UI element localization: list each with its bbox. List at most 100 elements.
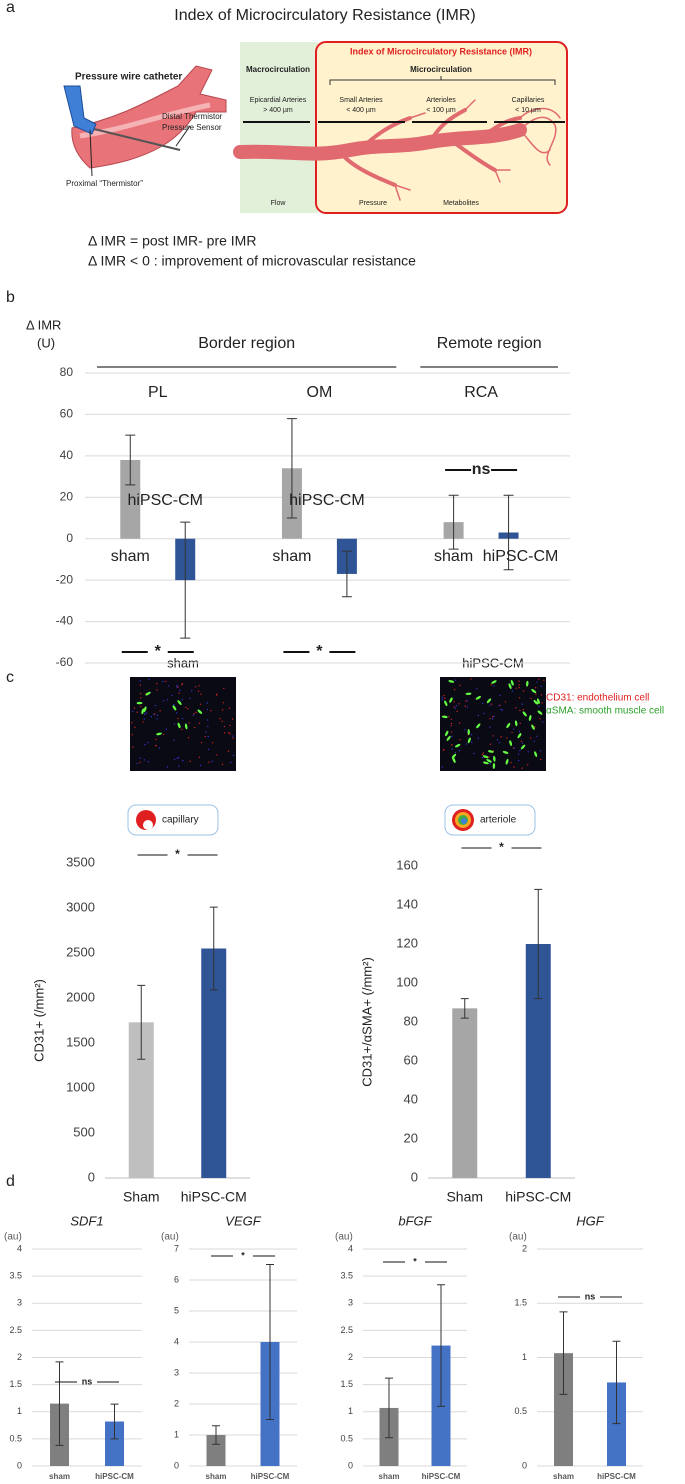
- speckle: [145, 691, 151, 696]
- speckle: [141, 708, 145, 715]
- speckle: [450, 725, 452, 727]
- error-bar: [341, 550, 352, 598]
- speckle: [167, 685, 170, 687]
- speckle: [139, 680, 142, 682]
- y-tick-label: 60: [404, 1052, 418, 1067]
- speckle: [464, 705, 467, 707]
- speckle: [467, 728, 470, 735]
- y-tick-label: 3500: [66, 854, 95, 869]
- speckle: [441, 696, 443, 699]
- speckle: [473, 752, 475, 755]
- speckle: [445, 730, 449, 737]
- y-tick-label: -60: [56, 655, 74, 669]
- speckle: [518, 686, 520, 689]
- y-tick-label: 1000: [66, 1079, 95, 1094]
- speckle: [535, 686, 537, 689]
- y-tick-label: -20: [56, 572, 74, 586]
- speckle: [147, 741, 149, 744]
- speckle: [515, 707, 517, 709]
- y-tick-label: 1.5: [514, 1298, 527, 1308]
- speckle: [486, 698, 492, 704]
- speckle: [143, 706, 147, 713]
- speckle: [206, 702, 208, 704]
- speckle: [511, 731, 513, 734]
- y-tick-label: 0: [411, 1169, 418, 1184]
- vessel-size: > 400 µm: [263, 107, 293, 114]
- speckle: [533, 740, 536, 742]
- speckle: [223, 687, 225, 690]
- speckle: [492, 735, 494, 737]
- speckle: [147, 761, 149, 763]
- speckle: [536, 681, 538, 683]
- error-bar: [286, 418, 297, 519]
- y-tick-label: 160: [396, 857, 418, 872]
- speckle: [520, 740, 523, 743]
- speckle: [539, 718, 541, 720]
- y-axis-unit: (au): [509, 1232, 527, 1243]
- speckle: [207, 748, 210, 751]
- speckle: [139, 757, 141, 759]
- error-bar: [212, 1425, 220, 1445]
- y-tick-label: 2: [348, 1352, 353, 1362]
- y-tick-label: 0: [17, 1460, 22, 1470]
- speckle: [454, 751, 457, 754]
- speckle: [451, 735, 453, 738]
- y-tick-label: 6: [174, 1274, 179, 1284]
- bar: [206, 1435, 226, 1466]
- speckle: [443, 694, 445, 697]
- bar: [554, 1353, 573, 1466]
- speckle: [142, 721, 144, 723]
- panel-label: d: [6, 1173, 15, 1190]
- speckle: [522, 711, 527, 717]
- speckle: [200, 693, 202, 695]
- y-tick-label: 1: [348, 1406, 353, 1416]
- speckle: [223, 732, 226, 734]
- speckle: [510, 679, 514, 686]
- y-tick-label: 3000: [66, 899, 95, 914]
- speckle: [136, 701, 143, 705]
- speckle: [199, 703, 202, 705]
- speckle: [194, 686, 197, 688]
- speckle: [232, 754, 235, 757]
- speckle: [518, 730, 521, 733]
- speckle: [162, 733, 165, 736]
- speckle: [176, 686, 178, 688]
- series-label: hiPSC-CM: [289, 492, 365, 509]
- speckle: [481, 756, 484, 759]
- y-axis-unit: (au): [161, 1232, 179, 1243]
- speckle: [215, 694, 218, 696]
- panel-label: b: [6, 289, 15, 306]
- error-bar: [137, 984, 146, 1060]
- speckle: [492, 750, 495, 752]
- speckle: [156, 732, 162, 736]
- y-tick-label: 0.5: [9, 1433, 22, 1443]
- speckle: [506, 737, 508, 739]
- speckle: [475, 687, 478, 690]
- speckle: [538, 705, 540, 708]
- speckle: [453, 706, 455, 708]
- category-label: PL: [148, 384, 168, 401]
- speckle: [518, 684, 520, 686]
- speckle: [219, 718, 221, 720]
- y-tick-label: 1.5: [340, 1379, 353, 1389]
- speckle: [492, 762, 496, 769]
- speckle: [451, 753, 457, 759]
- y-tick-label: 4: [17, 1243, 22, 1253]
- vessel-size: < 10 µm: [515, 107, 541, 114]
- y-tick-label: 7: [174, 1243, 179, 1253]
- speckle: [467, 737, 471, 744]
- speckle: [450, 718, 453, 720]
- speckle: [143, 759, 145, 761]
- bar: [105, 1421, 124, 1466]
- speckle: [540, 694, 543, 696]
- y-tick-label: 5: [174, 1305, 179, 1315]
- speckle: [441, 715, 448, 719]
- speckle: [489, 763, 491, 765]
- y-tick-label: 1: [522, 1352, 527, 1362]
- y-tick-label: 140: [396, 896, 418, 911]
- speckle: [449, 697, 453, 703]
- x-tick-label: sham: [206, 1472, 227, 1481]
- y-tick-label: 20: [404, 1130, 418, 1145]
- speckle: [541, 702, 544, 704]
